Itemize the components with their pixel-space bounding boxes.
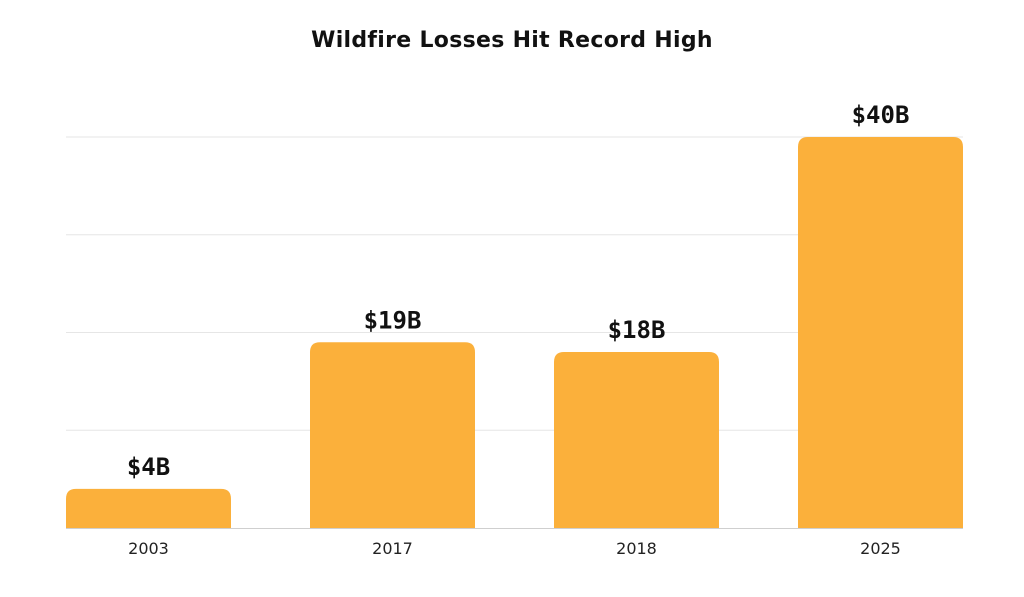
- data-label: $4B: [127, 453, 170, 481]
- x-tick-label: 2018: [616, 539, 657, 558]
- chart-title: Wildfire Losses Hit Record High: [311, 28, 713, 53]
- bar: [554, 352, 719, 528]
- data-label: $18B: [608, 316, 666, 344]
- bar: [798, 137, 963, 528]
- bar: [310, 342, 475, 528]
- x-tick-label: 2017: [372, 539, 413, 558]
- bar: [66, 488, 231, 528]
- data-label: $40B: [852, 101, 910, 129]
- x-tick-label: 2025: [860, 539, 901, 558]
- x-tick-label: 2003: [128, 539, 169, 558]
- data-label: $19B: [364, 306, 422, 334]
